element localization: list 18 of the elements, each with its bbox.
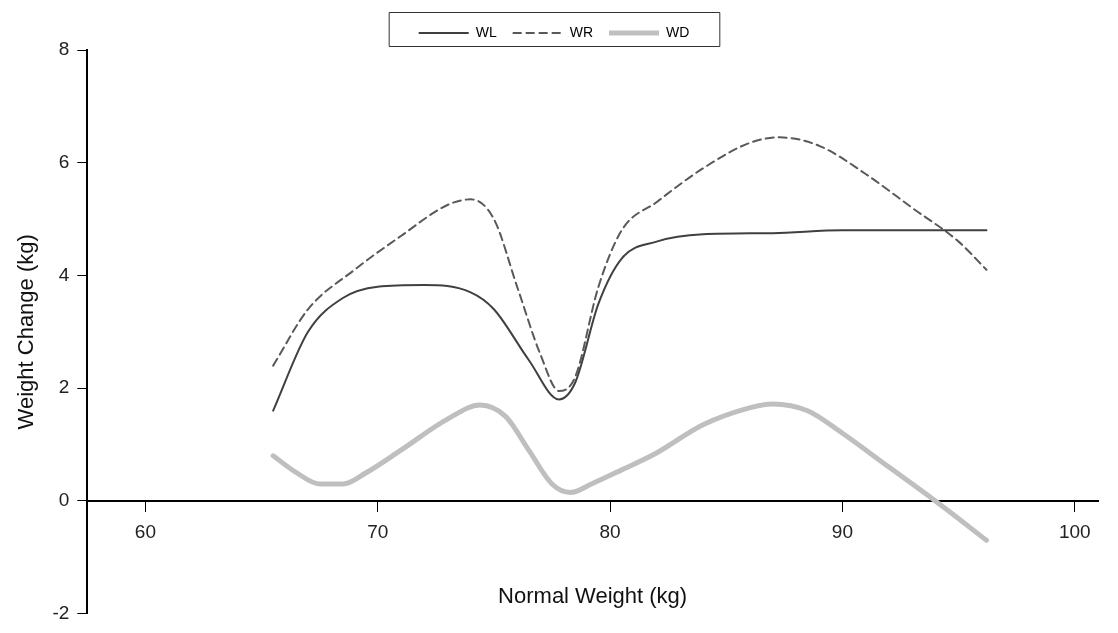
legend-label: WL xyxy=(475,23,497,40)
legend-label: WD xyxy=(666,23,690,40)
y-tick-label: 2 xyxy=(58,376,70,398)
y-tick-label: 4 xyxy=(58,263,70,285)
x-tick-label: 60 xyxy=(134,520,156,542)
line-series xyxy=(272,229,988,412)
y-tick-label: 8 xyxy=(58,38,70,60)
x-tick-label: 80 xyxy=(599,520,621,542)
y-tick-label: -2 xyxy=(52,601,70,623)
legend-label: WR xyxy=(569,23,593,40)
y-tick-label: 6 xyxy=(58,150,70,172)
x-axis-title: Normal Weight (kg) xyxy=(498,582,688,608)
y-tick-label: 0 xyxy=(58,489,70,511)
x-tick-label: 70 xyxy=(367,520,389,542)
line-series xyxy=(272,136,988,392)
y-axis-title: Weight Change (kg) xyxy=(13,234,39,430)
x-tick-label: 90 xyxy=(831,520,853,542)
x-tick-label: 100 xyxy=(1058,520,1091,542)
